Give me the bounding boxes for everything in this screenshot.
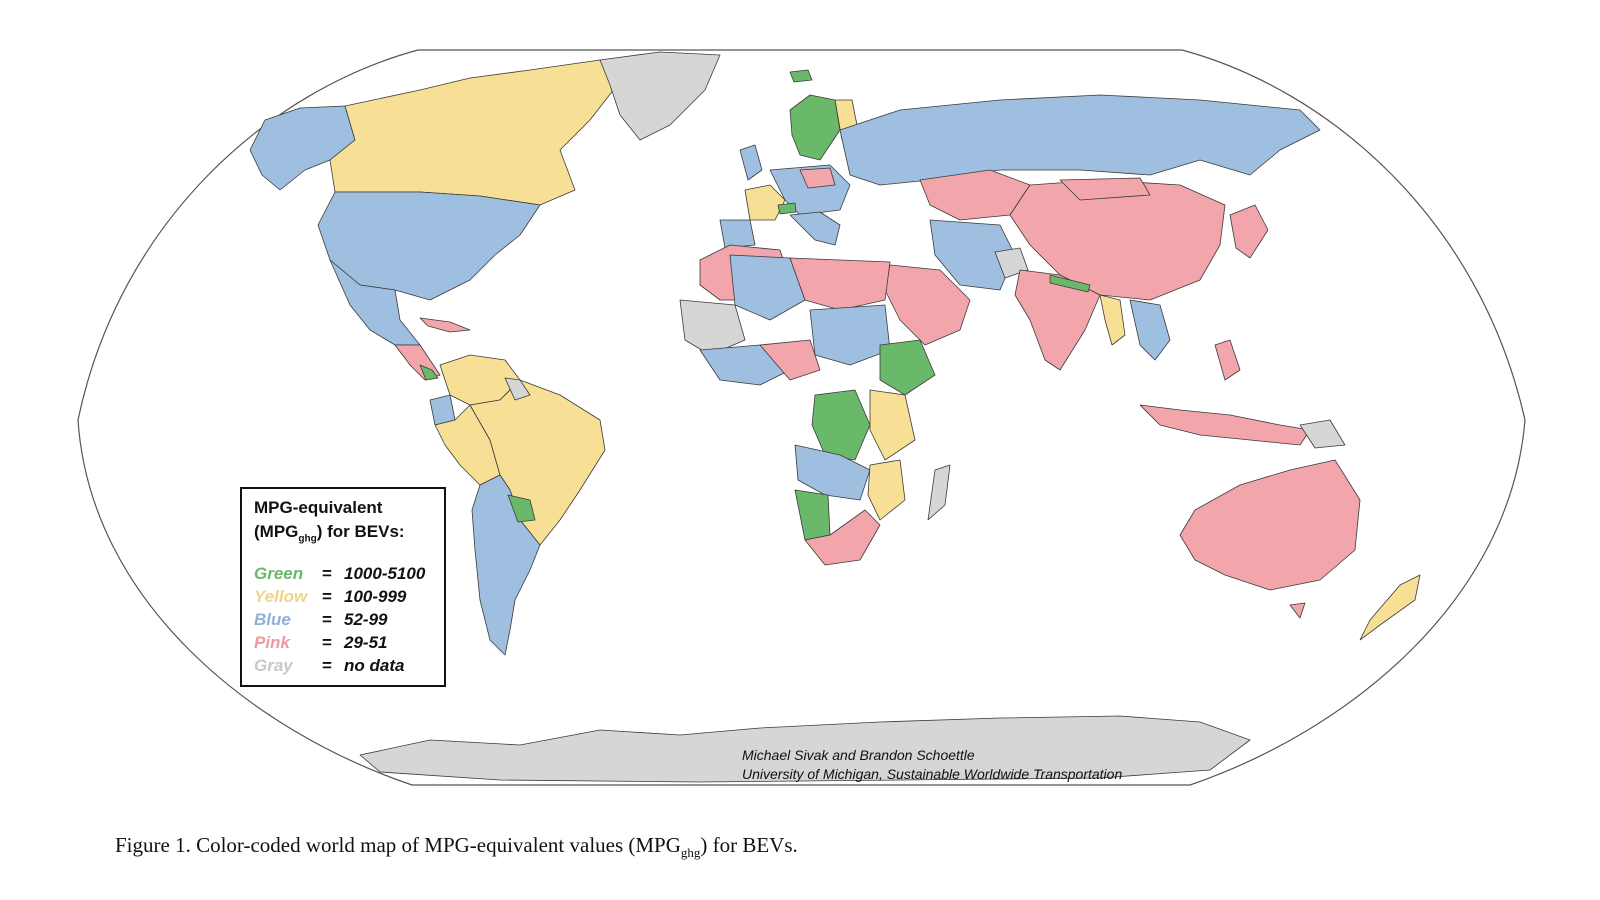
legend: MPG-equivalent (MPGghg) for BEVs: Green =… — [240, 487, 446, 687]
legend-equals: = — [322, 633, 332, 652]
credits-institution: University of Michigan, Sustainable Worl… — [742, 766, 1123, 782]
italy-balkans — [789, 211, 841, 246]
south-america — [429, 354, 606, 656]
legend-equals: = — [322, 656, 332, 675]
costa-rica — [419, 364, 439, 381]
legend-range: no data — [344, 656, 405, 675]
libya-egypt — [789, 257, 891, 311]
legend-range: 52-99 — [344, 610, 388, 629]
oceania — [1179, 459, 1421, 641]
switzerland-austria — [777, 202, 797, 215]
legend-item-gray: Gray = no data — [254, 655, 404, 677]
nepal-bhutan — [1049, 274, 1091, 293]
cuba — [419, 317, 471, 333]
indochina — [1129, 299, 1171, 361]
chile-argentina — [471, 474, 541, 656]
papua — [1299, 419, 1346, 449]
caption-suffix: ) for BEVs. — [700, 833, 798, 857]
north-america — [249, 51, 721, 381]
legend-range: 100-999 — [344, 587, 407, 606]
legend-subtitle-suffix: ) for BEVs: — [316, 522, 405, 541]
mongolia — [1059, 177, 1151, 201]
legend-range: 1000-5100 — [344, 564, 426, 583]
new-zealand — [1359, 574, 1421, 641]
eastern-europe — [799, 167, 836, 189]
philippines — [1214, 339, 1241, 381]
legend-item-yellow: Yellow = 100-999 — [254, 586, 406, 608]
ecuador — [429, 394, 456, 426]
korea-japan — [1229, 204, 1269, 259]
legend-item-pink: Pink = 29-51 — [254, 632, 387, 654]
nigeria-region — [759, 339, 821, 381]
angola-zambia — [794, 444, 871, 501]
madagascar — [927, 464, 951, 521]
figure-caption: Figure 1. Color-coded world map of MPG-e… — [115, 833, 798, 861]
paraguay — [507, 494, 536, 523]
greenland — [599, 51, 721, 141]
guianas — [504, 377, 531, 401]
scandinavia — [789, 94, 841, 161]
legend-equals: = — [322, 610, 332, 629]
canada — [329, 59, 626, 206]
legend-equals: = — [322, 564, 332, 583]
legend-item-blue: Blue = 52-99 — [254, 609, 387, 631]
mozambique — [867, 459, 906, 521]
alaska — [249, 105, 356, 191]
legend-label: Yellow — [254, 587, 308, 606]
australia — [1179, 459, 1361, 591]
sudan-chad — [809, 304, 891, 366]
legend-subtitle-prefix: (MPG — [254, 522, 299, 541]
caption-sub: ghg — [680, 845, 701, 861]
arabia — [884, 264, 971, 346]
legend-label: Pink — [254, 633, 290, 652]
legend-title: MPG-equivalent — [254, 498, 383, 517]
west-africa — [699, 344, 791, 386]
legend-label: Green — [254, 564, 304, 583]
indonesia — [1139, 404, 1311, 446]
asia — [839, 94, 1346, 449]
iberia — [719, 219, 756, 249]
china — [1009, 179, 1226, 301]
legend-subtitle: (MPGghg) for BEVs: — [254, 521, 405, 550]
legend-label: Blue — [254, 610, 291, 629]
africa — [679, 244, 951, 566]
south-africa — [804, 509, 881, 566]
legend-equals: = — [322, 587, 332, 606]
british-isles — [739, 144, 763, 181]
caption-prefix: Figure 1. Color-coded world map of MPG-e… — [115, 833, 681, 857]
myanmar — [1099, 294, 1126, 346]
middle-east-iran — [929, 219, 1016, 291]
russia — [839, 94, 1321, 186]
antarctica — [359, 715, 1251, 783]
legend-range: 29-51 — [344, 633, 388, 652]
map-credits: Michael Sivak and Brandon Schoettle Univ… — [742, 746, 1122, 784]
legend-label: Gray — [254, 656, 293, 675]
legend-item-green: Green = 1000-5100 — [254, 563, 425, 585]
ethiopia — [879, 339, 936, 396]
algeria — [729, 254, 806, 321]
iceland-svalbard — [789, 69, 813, 83]
dr-congo — [811, 389, 871, 461]
east-africa — [869, 389, 916, 461]
credits-authors: Michael Sivak and Brandon Schoettle — [742, 747, 975, 763]
tasmania — [1289, 602, 1306, 619]
legend-subtitle-sub: ghg — [298, 533, 317, 545]
europe — [719, 69, 859, 249]
